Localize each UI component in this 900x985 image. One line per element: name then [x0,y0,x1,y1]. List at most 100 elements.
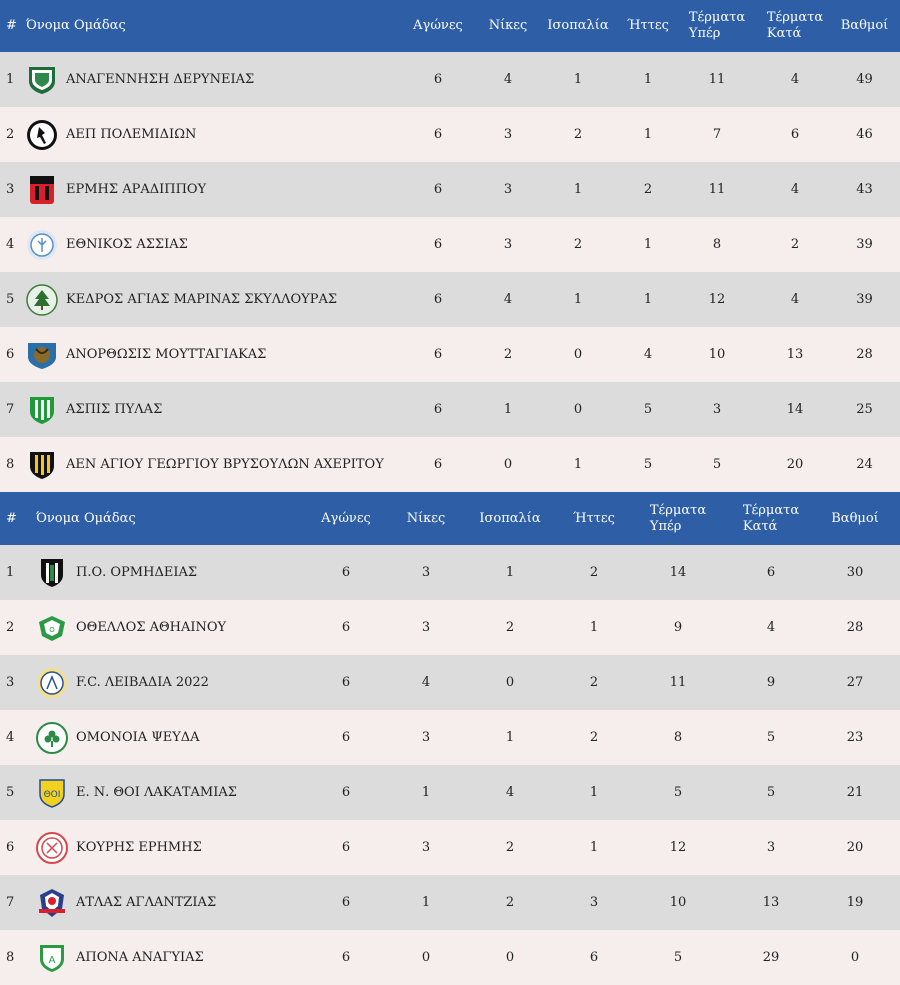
table-row: 4 ΕΘΝΙΚΟΣ ΑΣΣΙΑΣ 6 3 2 1 8 2 39 [0,217,900,272]
goals-against-cell: 4 [732,600,810,655]
ermis-crest-icon [26,174,58,206]
team-name: ΚΟΥΡΗΣ ΕΡΗΜΗΣ [76,840,202,855]
goals-for-cell: 11 [673,162,761,217]
points-cell: 20 [810,820,900,875]
svg-text:ΘΟΙ: ΘΟΙ [44,790,61,800]
goals-against-cell: 5 [732,710,810,765]
points-cell: 23 [810,710,900,765]
table-row: 3 F.C. ΛΕΙΒΑΔΙΑ 2022 6 4 0 2 11 9 27 [0,655,900,710]
table-header-row: # Όνομα Ομάδας Αγώνες Νίκες Ισοπαλία Ήττ… [0,492,900,545]
losses-cell: 5 [623,437,673,492]
team-name: ΑΝΑΓΕΝΝΗΣΗ ΔΕΡΥΝΕΙΑΣ [66,72,255,87]
points-cell: 39 [829,217,900,272]
col-header-draws: Ισοπαλία [456,492,564,545]
wins-cell: 4 [396,655,456,710]
played-cell: 6 [393,272,483,327]
goals-for-cell: 5 [624,930,732,985]
ormideia-crest-icon [36,557,68,589]
team-name: ΑΣΠΙΣ ΠΥΛΑΣ [66,402,163,417]
wins-cell: 2 [483,327,533,382]
svg-text:A: A [49,955,56,966]
position-cell: 5 [0,765,36,820]
goals-against-cell: 13 [761,327,829,382]
team-name: ΕΡΜΗΣ ΑΡΑΔΙΠΠΟΥ [66,182,207,197]
draws-cell: 2 [456,875,564,930]
col-header-goals-against: Τέρματα Κατά [732,492,810,545]
position-cell: 7 [0,382,26,437]
losses-cell: 1 [564,765,624,820]
wins-cell: 0 [396,930,456,985]
standings-table-2: # Όνομα Ομάδας Αγώνες Νίκες Ισοπαλία Ήττ… [0,492,900,985]
team-name: ΟΘΕΛΛΟΣ ΑΘΗΑΙΝΟΥ [76,620,227,635]
played-cell: 6 [393,52,483,107]
played-cell: 6 [393,327,483,382]
draws-cell: 1 [456,545,564,600]
team-cell: ΑΤΛΑΣ ΑΓΛΑΝΤΖΙΑΣ [36,875,296,930]
table-row: 1 ΑΝΑΓΕΝΝΗΣΗ ΔΕΡΥΝΕΙΑΣ 6 4 1 1 11 4 49 [0,52,900,107]
played-cell: 6 [296,820,396,875]
team-cell: ΑΕΠ ΠΟΛΕΜΙΔΙΩΝ [26,107,393,162]
col-header-losses: Ήττες [564,492,624,545]
goals-against-cell: 4 [761,162,829,217]
played-cell: 6 [393,382,483,437]
team-name: ΑΕΠ ΠΟΛΕΜΙΔΙΩΝ [66,127,197,142]
goals-for-cell: 8 [624,710,732,765]
table-row: 7 ΑΤΛΑΣ ΑΓΛΑΝΤΖΙΑΣ 6 1 2 3 10 13 19 [0,875,900,930]
team-cell: ΕΘΝΙΚΟΣ ΑΣΣΙΑΣ [26,217,393,272]
aep-crest-icon [26,119,58,151]
losses-cell: 1 [623,107,673,162]
table-header-row: # Όνομα Ομάδας Αγώνες Νίκες Ισοπαλία Ήττ… [0,0,900,52]
goals-for-cell: 11 [624,655,732,710]
wins-cell: 1 [483,382,533,437]
draws-cell: 0 [533,382,623,437]
team-name: Ε. Ν. ΘΟΙ ΛΑΚΑΤΑΜΙΑΣ [76,785,237,800]
goals-against-cell: 4 [761,272,829,327]
points-cell: 24 [829,437,900,492]
goals-for-cell: 10 [624,875,732,930]
table-row: 6 ΚΟΥΡΗΣ ΕΡΗΜΗΣ 6 3 2 1 12 3 20 [0,820,900,875]
team-name: F.C. ΛΕΙΒΑΔΙΑ 2022 [76,675,209,690]
wins-cell: 3 [483,107,533,162]
table-row: 6 ΑΝΟΡΘΩΣΙΣ ΜΟΥΤΤΑΓΙΑΚΑΣ 6 2 0 4 10 13 28 [0,327,900,382]
draws-cell: 4 [456,765,564,820]
position-cell: 4 [0,710,36,765]
position-cell: 1 [0,545,36,600]
wins-cell: 4 [483,272,533,327]
standings-table-1: # Όνομα Ομάδας Αγώνες Νίκες Ισοπαλία Ήττ… [0,0,900,492]
kouris-crest-icon [36,831,68,864]
col-header-goals-for: Τέρματα Υπέρ [624,492,732,545]
wins-cell: 1 [396,875,456,930]
draws-cell: 1 [533,162,623,217]
losses-cell: 5 [623,382,673,437]
col-header-points: Βαθμοί [829,0,900,52]
draws-cell: 2 [456,600,564,655]
kedros-crest-icon [26,283,58,316]
table-row: 8 A ΑΠΟΝΑ ΑΝΑΓΥΙΑΣ 6 0 0 6 5 29 0 [0,930,900,985]
losses-cell: 1 [623,217,673,272]
losses-cell: 2 [564,545,624,600]
col-header-wins: Νίκες [483,0,533,52]
points-cell: 28 [829,327,900,382]
thoi-crest-icon: ΘΟΙ [36,777,68,809]
draws-cell: 0 [456,655,564,710]
table-row: 2 O ΟΘΕΛΛΟΣ ΑΘΗΑΙΝΟΥ 6 3 2 1 9 4 28 [0,600,900,655]
points-cell: 0 [810,930,900,985]
played-cell: 6 [296,600,396,655]
apona-crest-icon: A [36,942,68,974]
col-header-wins: Νίκες [396,492,456,545]
team-cell: ΑΣΠΙΣ ΠΥΛΑΣ [26,382,393,437]
anagennisi-crest-icon [26,64,58,96]
team-cell: ΘΟΙ Ε. Ν. ΘΟΙ ΛΑΚΑΤΑΜΙΑΣ [36,765,296,820]
goals-for-cell: 7 [673,107,761,162]
draws-cell: 1 [533,272,623,327]
col-header-team: Όνομα Ομάδας [36,492,296,545]
ethnikos-crest-icon [26,229,58,261]
team-name: ΑΠΟΝΑ ΑΝΑΓΥΙΑΣ [76,950,204,965]
losses-cell: 4 [623,327,673,382]
col-header-played: Αγώνες [296,492,396,545]
team-name: ΕΘΝΙΚΟΣ ΑΣΣΙΑΣ [66,237,188,252]
goals-for-cell: 5 [624,765,732,820]
draws-cell: 2 [533,217,623,272]
goals-against-cell: 20 [761,437,829,492]
team-name: ΟΜΟΝΟΙΑ ΨΕΥΔΑ [76,730,200,745]
